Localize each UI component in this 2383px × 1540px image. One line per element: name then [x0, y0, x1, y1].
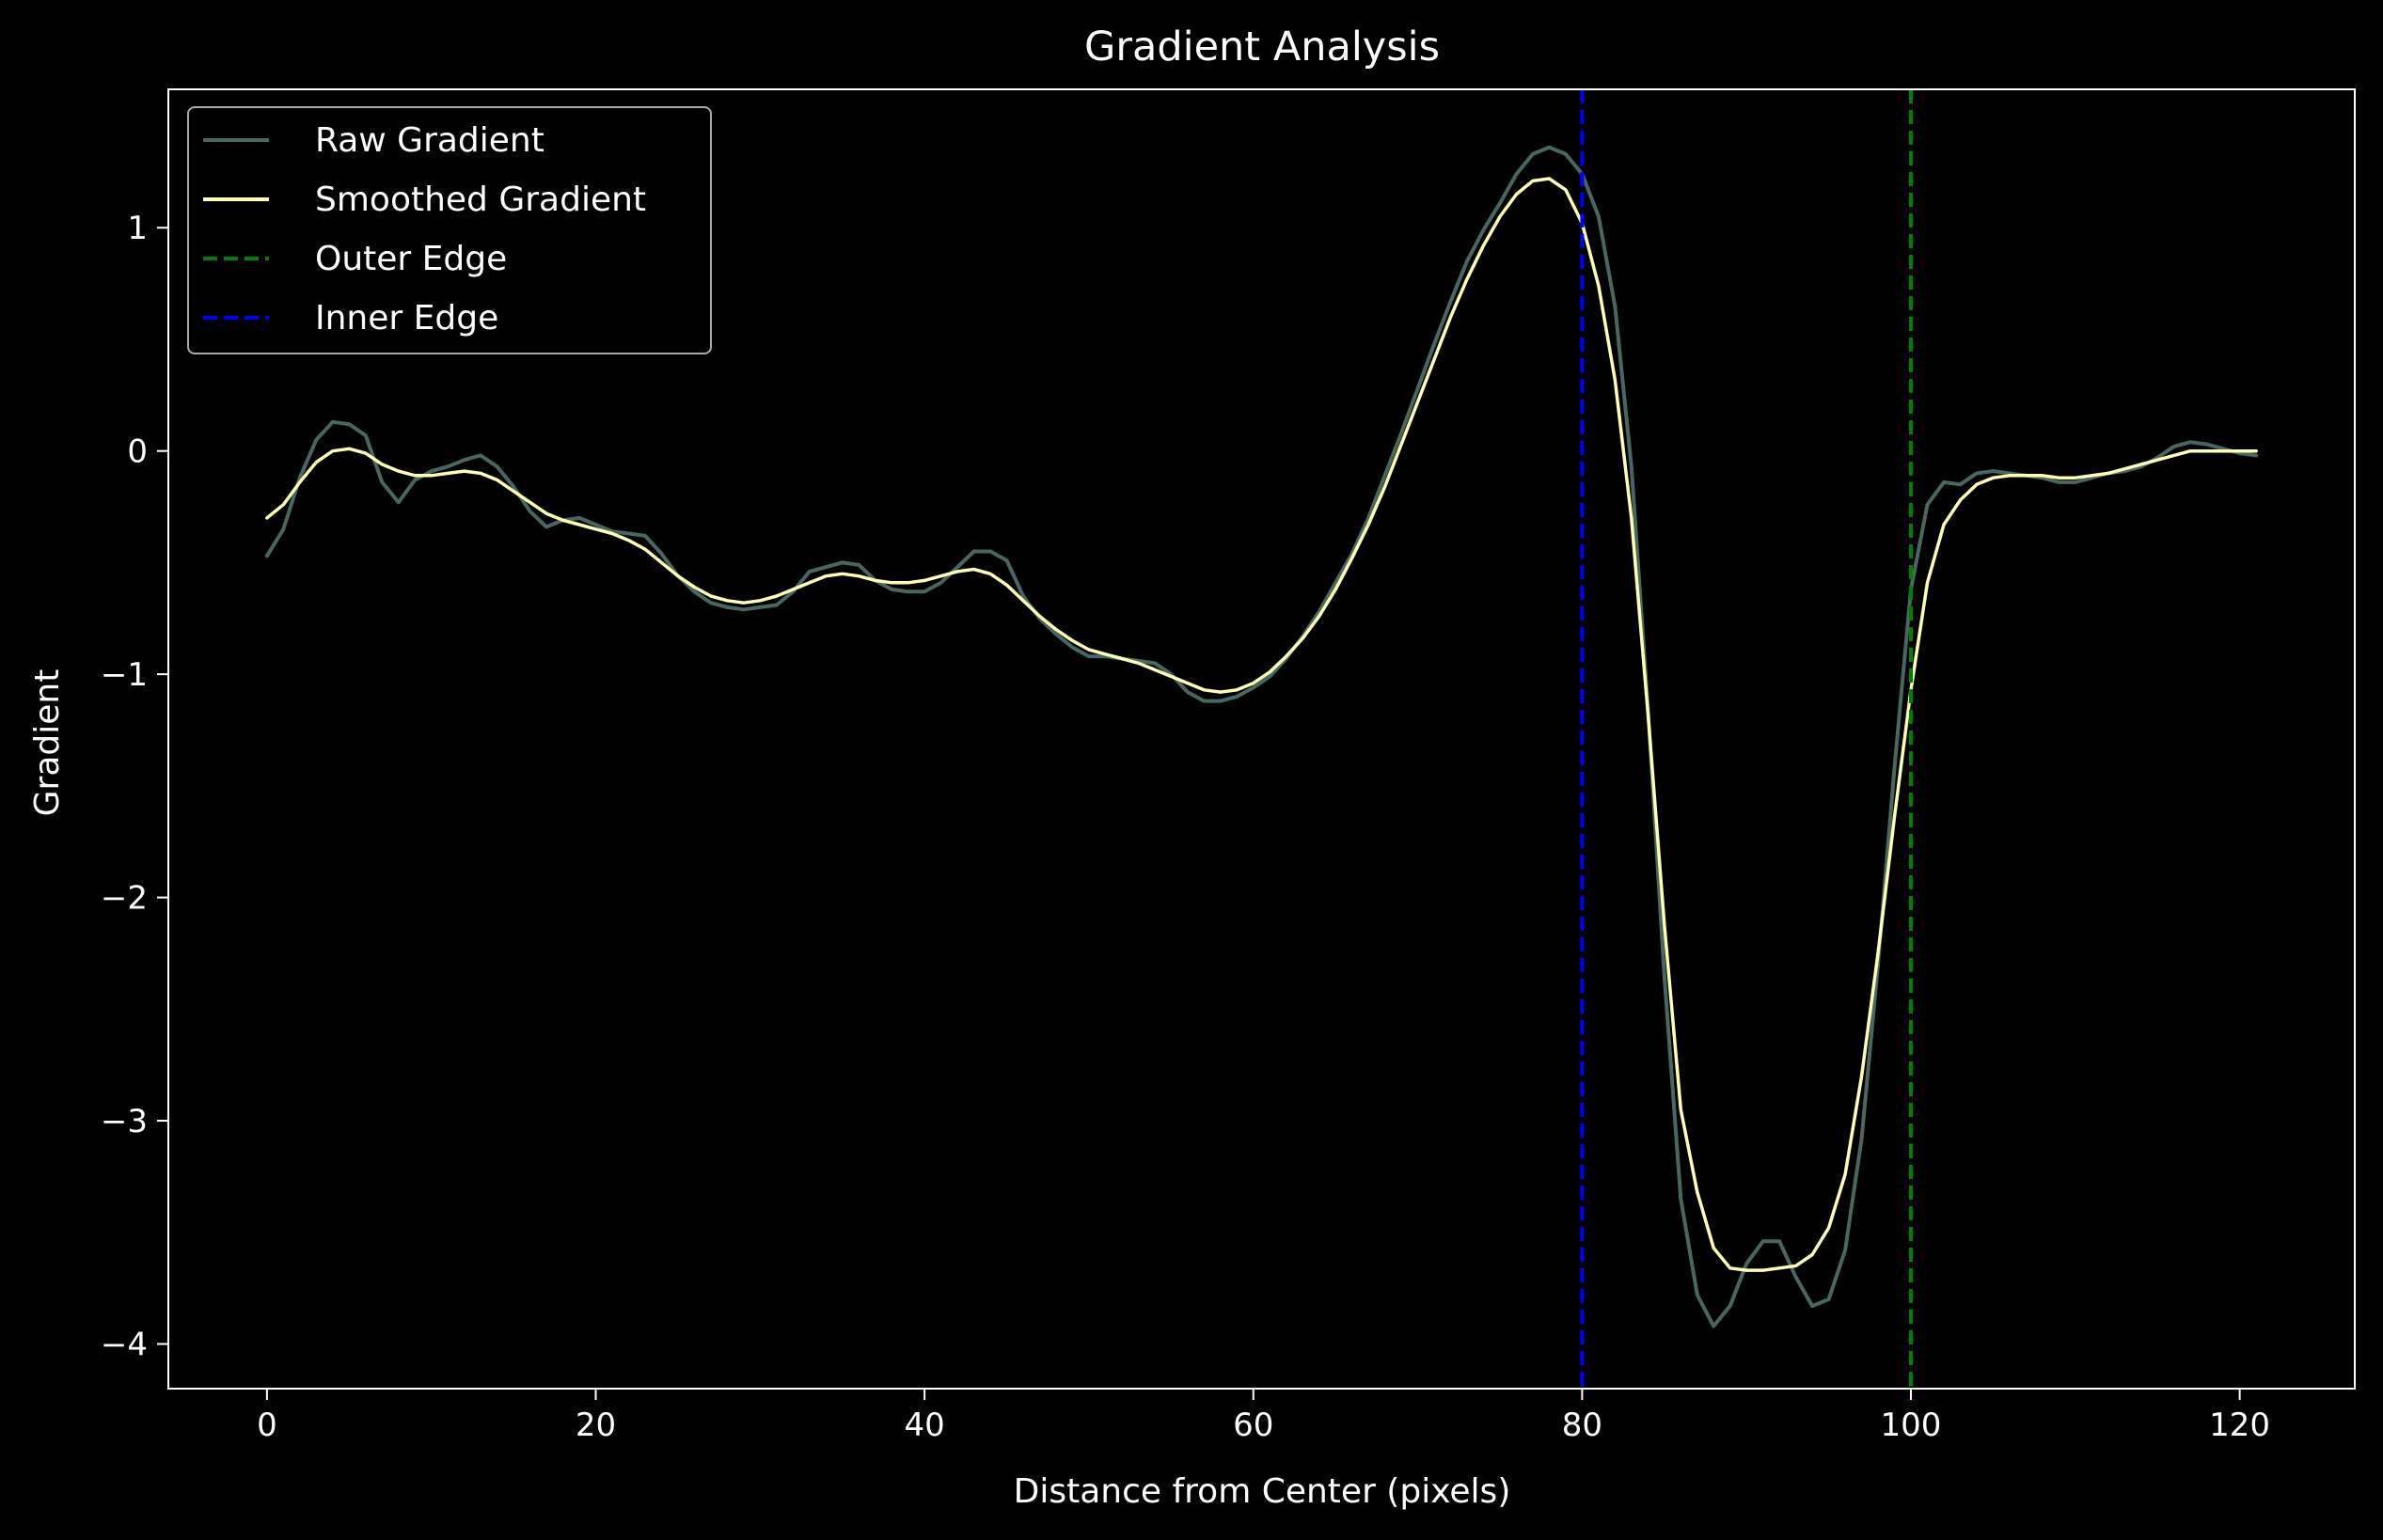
- series-line-smoothed-gradient: [265, 177, 2258, 1272]
- x-tick-label: 0: [257, 1406, 277, 1444]
- x-tick-label: 60: [1233, 1406, 1273, 1444]
- y-tick-label: 1: [127, 210, 148, 247]
- axes: 0 20 40 60 80 100 120 1 0 −1 −2 −3 −4: [101, 88, 2356, 1444]
- legend-label: Smoothed Gradient: [315, 181, 646, 219]
- legend-box: [187, 106, 712, 354]
- x-tick-label: 40: [905, 1406, 945, 1444]
- legend-label: Raw Gradient: [315, 121, 544, 160]
- y-tick-label: 0: [127, 433, 148, 471]
- chart-title: Gradient Analysis: [1084, 24, 1440, 71]
- y-tick-label: −4: [101, 1327, 148, 1364]
- y-tick-label: −3: [101, 1103, 148, 1140]
- legend-label: Outer Edge: [315, 240, 507, 278]
- y-axis-title: Gradient: [28, 669, 67, 817]
- x-tick-label: 80: [1562, 1406, 1602, 1444]
- y-tick-label: −2: [101, 880, 148, 918]
- x-tick-label: 120: [2209, 1406, 2270, 1444]
- plot-content: [264, 89, 2259, 1389]
- y-tick-label: −1: [101, 656, 148, 694]
- x-axis-title: Distance from Center (pixels): [1014, 1472, 1511, 1511]
- x-tick-label: 100: [1881, 1406, 1942, 1444]
- x-tick-label: 20: [576, 1406, 616, 1444]
- axes-frame: [167, 88, 2356, 1390]
- legend-label: Inner Edge: [315, 299, 498, 338]
- plot-area: [264, 89, 2259, 1389]
- legend: Raw Gradient Smoothed Gradient Outer Edge I…: [187, 106, 712, 354]
- series-line-raw-gradient: [264, 145, 2259, 1328]
